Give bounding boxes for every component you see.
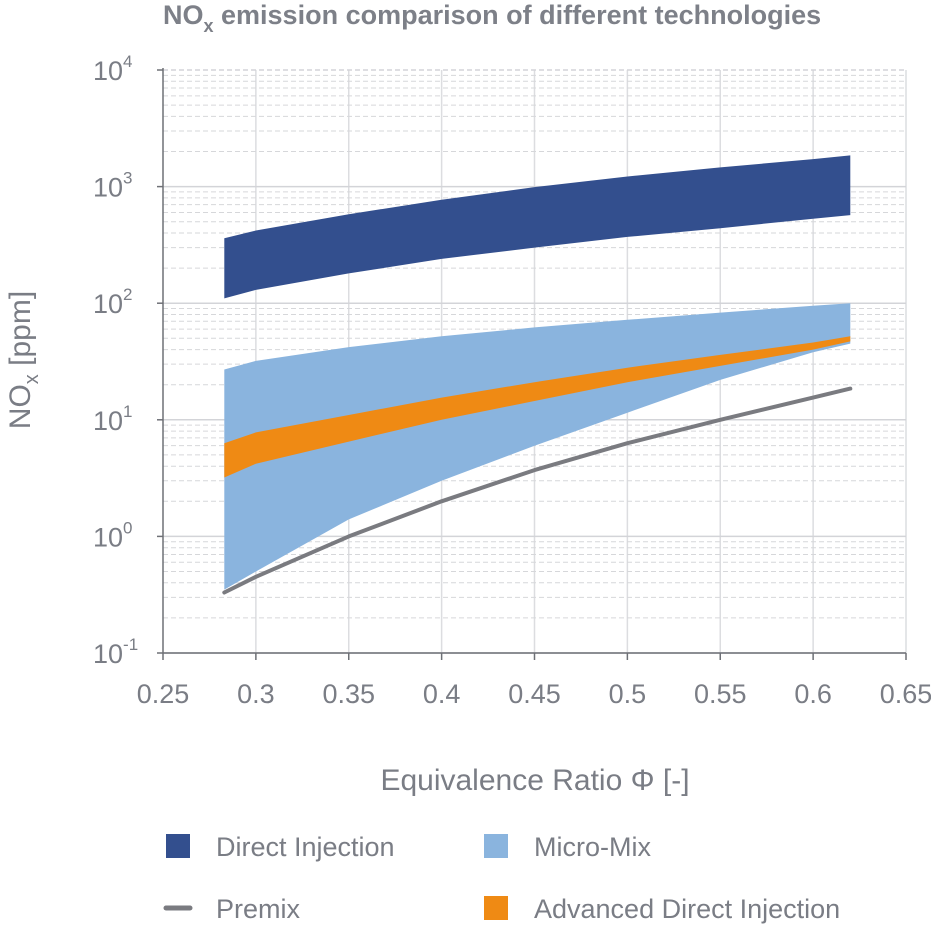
x-tick-label: 0.65 — [880, 679, 931, 709]
x-tick-label: 0.3 — [237, 679, 275, 709]
legend-label: Direct Injection — [216, 832, 395, 862]
y-axis-label-main: NO — [4, 384, 37, 429]
chart-title-rest: emission comparison of different technol… — [214, 0, 822, 30]
y-axis-label-rest: [ppm] — [4, 291, 37, 374]
plot-series — [222, 155, 853, 595]
x-tick-label: 0.35 — [322, 679, 375, 709]
y-tick-label: 102 — [93, 285, 133, 319]
x-tick-label: 0.6 — [794, 679, 832, 709]
legend-item-advanced-direct-injection: Advanced Direct Injection — [484, 894, 840, 924]
chart-title: NOx emission comparison of different tec… — [163, 0, 821, 36]
y-tick-label: 103 — [93, 169, 133, 203]
legend-item-direct-injection: Direct Injection — [166, 832, 395, 862]
band-advanced-direct-injection — [224, 336, 851, 478]
y-tick-label: 101 — [93, 402, 133, 436]
x-tick-label: 0.55 — [694, 679, 747, 709]
x-tick-label: 0.5 — [609, 679, 647, 709]
x-tick-label: 0.25 — [137, 679, 190, 709]
band-micro-mix — [224, 303, 851, 590]
x-axis-label: Equivalence Ratio Φ [-] — [380, 764, 689, 797]
y-axis-label: NOx [ppm] — [4, 291, 43, 429]
axes: 0.25 0.3 0.35 0.4 0.45 0.5 0.55 0.6 0.65 10-1 100 1… — [93, 52, 931, 709]
x-tick-label: 0.4 — [423, 679, 461, 709]
y-tick-label: 104 — [93, 52, 133, 86]
line-premix — [222, 386, 853, 595]
legend-swatch — [166, 834, 190, 858]
legend-item-micro-mix: Micro-Mix — [484, 832, 651, 862]
x-tick-label: 0.45 — [508, 679, 561, 709]
legend-swatch — [484, 834, 508, 858]
y-tick-label: 10-1 — [93, 635, 138, 669]
band-direct-injection — [224, 155, 851, 299]
chart-title-main: NO — [163, 0, 204, 30]
y-tick-label: 100 — [93, 518, 133, 552]
y-axis-label-sub: x — [21, 374, 43, 384]
legend: Direct Injection Micro-Mix Premix Advanced … — [163, 832, 840, 924]
legend-label: Premix — [216, 894, 301, 924]
legend-label: Micro-Mix — [534, 832, 651, 862]
legend-swatch — [484, 896, 508, 920]
chart-title-sub: x — [204, 16, 214, 36]
legend-item-premix: Premix — [163, 894, 301, 924]
legend-label: Advanced Direct Injection — [534, 894, 840, 924]
